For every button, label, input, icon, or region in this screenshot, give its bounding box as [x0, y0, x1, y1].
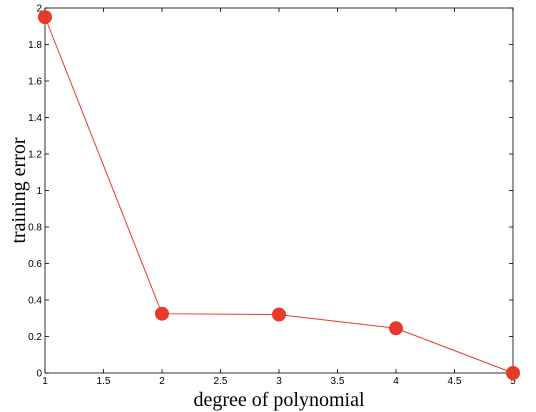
x-tick-label: 2 [159, 376, 165, 387]
y-axis-ticks: 0 0.2 0.4 0.6 0.8 1 1.2 1.4 1.6 1.8 2 [28, 4, 513, 380]
data-point [506, 366, 520, 380]
y-tick-label: 0 [36, 369, 42, 380]
y-tick-label: 0.8 [28, 223, 42, 234]
x-axis-ticks: 1 1.5 2 2.5 3 3.5 4 4.5 5 [42, 8, 516, 387]
series-layer [38, 10, 520, 380]
y-tick-label: 1.4 [28, 113, 42, 124]
x-tick-label: 5 [510, 376, 516, 387]
x-axis-label: degree of polynomial [193, 389, 364, 411]
data-point [155, 306, 169, 321]
y-tick-label: 1.6 [28, 77, 42, 88]
y-axis-label: training error [8, 137, 30, 243]
y-tick-label: 0.6 [28, 259, 42, 270]
x-tick-label: 4 [393, 376, 399, 387]
y-tick-label: 0.4 [28, 296, 42, 307]
y-tick-label: 0.2 [28, 332, 42, 343]
data-point [38, 10, 52, 25]
x-tick-label: 1.5 [97, 376, 111, 387]
y-tick-label: 1 [36, 186, 42, 197]
x-tick-label: 4.5 [448, 376, 462, 387]
x-tick-label: 3.5 [331, 376, 345, 387]
x-tick-label: 1 [42, 376, 48, 387]
data-point [389, 321, 403, 336]
y-tick-label: 1.8 [28, 40, 42, 51]
y-tick-label: 2 [36, 4, 42, 15]
y-tick-label: 1.2 [28, 150, 42, 161]
x-tick-label: 3 [276, 376, 282, 387]
data-point [272, 307, 286, 322]
x-tick-label: 2.5 [214, 376, 228, 387]
